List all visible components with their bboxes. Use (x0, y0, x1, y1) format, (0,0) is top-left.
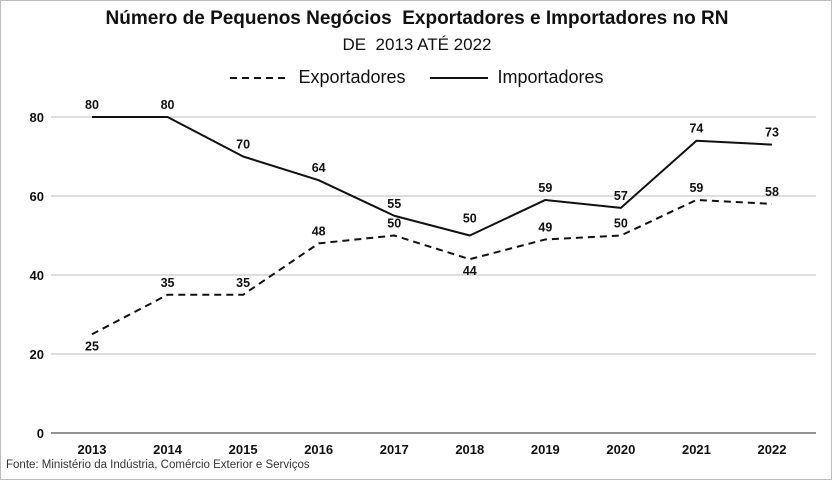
x-tick-label-2021: 2021 (682, 442, 711, 457)
chart-title: Número de Pequenos Negócios Exportadores… (105, 8, 729, 29)
legend-dashed-line-icon (230, 76, 289, 79)
source-note: Fonte: Ministério da Indústria, Comércio… (6, 459, 310, 471)
legend-solid-line-icon (429, 76, 488, 79)
data-label-exportadores-2020: 50 (614, 217, 628, 231)
legend-item-exportadores: Exportadores (230, 67, 406, 88)
x-tick-label-2020: 2020 (606, 442, 635, 457)
data-label-exportadores-2015: 35 (236, 276, 250, 290)
data-label-importadores-2013: 80 (85, 98, 99, 112)
y-tick-label-60: 60 (30, 189, 44, 204)
data-label-exportadores-2016: 48 (312, 224, 326, 238)
chart-subtitle: DE 2013 ATÉ 2022 (342, 35, 492, 54)
data-label-exportadores-2021: 59 (689, 181, 703, 195)
legend-item-importadores: Importadores (429, 67, 604, 88)
data-label-importadores-2019: 59 (538, 181, 552, 195)
x-tick-label-2022: 2022 (758, 442, 787, 457)
data-label-importadores-2021: 74 (689, 122, 703, 136)
data-label-importadores-2020: 57 (614, 189, 628, 203)
x-tick-label-2015: 2015 (229, 442, 258, 457)
data-label-importadores-2015: 70 (236, 138, 250, 152)
series-line-importadores (92, 116, 773, 237)
y-tick-label-0: 0 (37, 426, 44, 441)
data-label-importadores-2018: 50 (463, 212, 477, 226)
data-label-exportadores-2018: 44 (463, 264, 477, 278)
y-tick-label-20: 20 (30, 347, 44, 362)
data-label-exportadores-2019: 49 (538, 220, 552, 234)
data-label-exportadores-2014: 35 (161, 276, 175, 290)
legend-label-exportadores: Exportadores (298, 67, 406, 87)
y-tick-label-80: 80 (30, 110, 44, 125)
legend-label-importadores: Importadores (497, 67, 604, 87)
series-line-exportadores (91, 198, 773, 336)
chart-legend: Exportadores Importadores (1, 67, 831, 88)
data-label-importadores-2017: 55 (387, 197, 401, 211)
x-tick-label-2018: 2018 (455, 442, 484, 457)
x-tick-label-2016: 2016 (304, 442, 333, 457)
data-label-importadores-2016: 64 (312, 161, 326, 175)
data-label-exportadores-2022: 58 (765, 185, 779, 199)
data-label-exportadores-2017: 50 (387, 217, 401, 231)
x-tick-label-2013: 2013 (78, 442, 107, 457)
y-tick-label-40: 40 (30, 268, 44, 283)
x-tick-label-2019: 2019 (531, 442, 560, 457)
x-tick-label-2014: 2014 (153, 442, 183, 457)
data-label-importadores-2022: 73 (765, 126, 779, 140)
data-label-importadores-2014: 80 (161, 98, 175, 112)
x-tick-label-2017: 2017 (380, 442, 409, 457)
data-label-exportadores-2013: 25 (85, 339, 99, 353)
